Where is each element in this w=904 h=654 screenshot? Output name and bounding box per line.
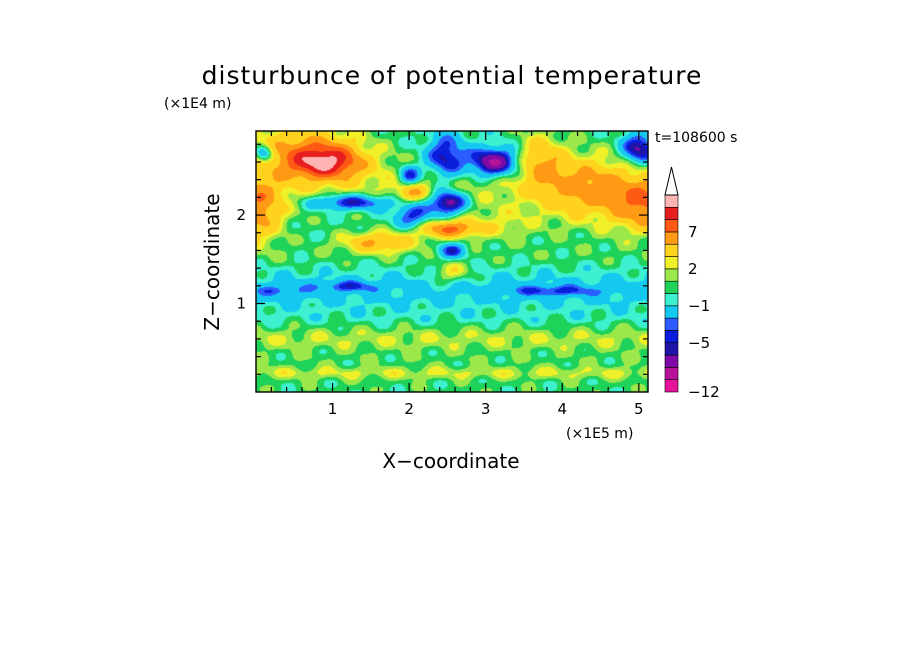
plot-frame (255, 130, 649, 393)
y-tick-label: 1 (236, 295, 246, 313)
chart-title: disturbunce of potential temperature (202, 61, 703, 90)
colorbar-segment (664, 231, 679, 245)
colorbar-segment (664, 330, 679, 344)
colorbar-tick-label: −12 (688, 383, 720, 401)
field-raster (256, 131, 648, 392)
colorbar-tick-label: −5 (688, 334, 710, 352)
field-raster-container (256, 131, 648, 392)
colorbar-segment (664, 243, 679, 257)
x-tick-label: 4 (557, 400, 567, 418)
colorbar-segment (664, 293, 679, 307)
plot-area: 1 2 3 4 5 1 2 (236, 130, 649, 418)
colorbar-segment (664, 207, 679, 220)
x-tick-label: 3 (481, 400, 491, 418)
colorbar-tick-label: 2 (688, 260, 698, 278)
colorbar-segment (664, 379, 679, 393)
y-axis-label: Z−coordinate (200, 193, 224, 330)
colorbar-extend-arrow (664, 166, 679, 196)
x-tick-label: 1 (328, 400, 338, 418)
x-scale-label: (×1E5 m) (566, 426, 633, 442)
y-scale-label: (×1E4 m) (164, 96, 231, 112)
time-label: t=108600 s (655, 130, 737, 146)
colorbar-tick-label: −1 (688, 297, 710, 315)
colorbar-segment (664, 305, 679, 319)
y-tick-label: 2 (236, 206, 246, 224)
colorbar-segment (664, 268, 679, 282)
colorbar-segment (664, 256, 679, 270)
colorbar-segment (664, 280, 679, 294)
colorbar-segment (664, 354, 679, 368)
colorbar-segment (664, 219, 679, 233)
colorbar: 7 2 −1 −5 −12 (664, 166, 720, 401)
x-tick-label: 5 (634, 400, 644, 418)
colorbar-segment (664, 342, 679, 356)
x-tick-label: 2 (404, 400, 414, 418)
axis-ticks: 1 2 3 4 5 1 2 (236, 131, 648, 418)
colorbar-segment (664, 194, 679, 208)
colorbar-segment (664, 317, 679, 331)
colorbar-tick-label: 7 (688, 223, 698, 241)
x-axis-label: X−coordinate (382, 449, 519, 473)
colorbar-segment (664, 367, 679, 380)
